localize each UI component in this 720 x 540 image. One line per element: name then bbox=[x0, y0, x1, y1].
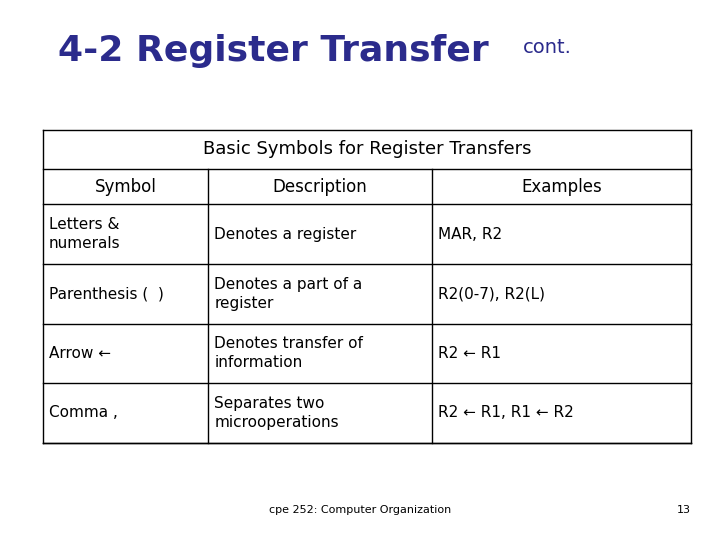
Text: Parenthesis (  ): Parenthesis ( ) bbox=[49, 286, 164, 301]
Text: Denotes transfer of
information: Denotes transfer of information bbox=[215, 336, 363, 370]
Text: 13: 13 bbox=[678, 505, 691, 515]
Text: Denotes a part of a
register: Denotes a part of a register bbox=[215, 276, 362, 311]
Text: Basic Symbols for Register Transfers: Basic Symbols for Register Transfers bbox=[203, 140, 531, 158]
Text: MAR, R2: MAR, R2 bbox=[438, 227, 502, 242]
Text: Comma ,: Comma , bbox=[49, 406, 118, 420]
Text: 4-2 Register Transfer: 4-2 Register Transfer bbox=[58, 35, 489, 68]
Text: R2 ← R1, R1 ← R2: R2 ← R1, R1 ← R2 bbox=[438, 406, 574, 420]
Text: Arrow ←: Arrow ← bbox=[49, 346, 111, 361]
Text: R2 ← R1: R2 ← R1 bbox=[438, 346, 500, 361]
Text: Denotes a register: Denotes a register bbox=[215, 227, 356, 242]
Text: Examples: Examples bbox=[521, 178, 602, 195]
Text: Symbol: Symbol bbox=[95, 178, 157, 195]
Text: Separates two
microoperations: Separates two microoperations bbox=[215, 396, 339, 430]
Text: Description: Description bbox=[273, 178, 368, 195]
Text: R2(0-7), R2(L): R2(0-7), R2(L) bbox=[438, 286, 545, 301]
Text: Letters &
numerals: Letters & numerals bbox=[49, 217, 120, 251]
Text: cont.: cont. bbox=[523, 38, 572, 57]
Text: cpe 252: Computer Organization: cpe 252: Computer Organization bbox=[269, 505, 451, 515]
